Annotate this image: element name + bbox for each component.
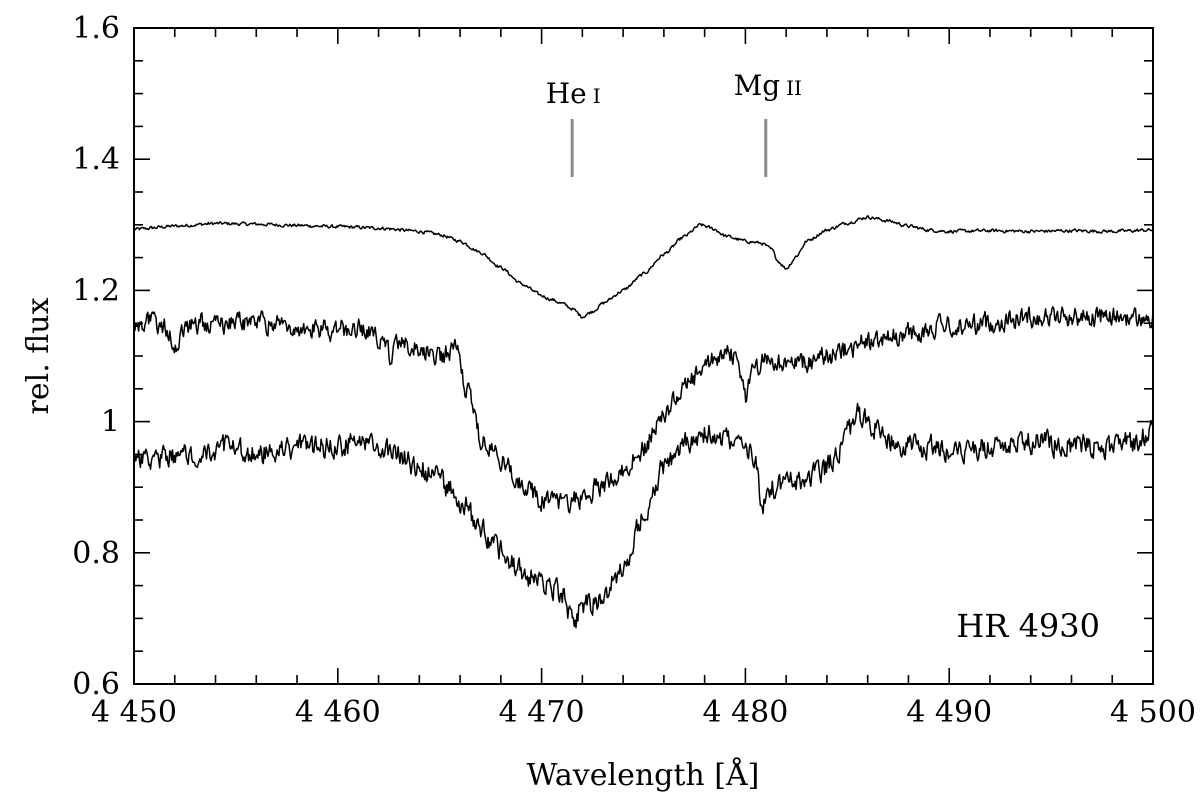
y-tick-labels: 0.6 0.8 1 1.2 1.4 1.6 [72,11,120,702]
axis-ticks [133,27,1154,685]
x-axis-label: Wavelength [Å] [527,757,760,793]
x-tick-label: 4 480 [702,695,788,730]
mg-ii-label: Mg II [734,69,802,102]
x-tick-label: 4 500 [1110,695,1196,730]
object-label: HR 4930 [956,607,1100,645]
y-tick-label: 1.2 [72,273,120,308]
x-tick-label: 4 470 [499,695,585,730]
x-tick-labels: 4 450 4 460 4 470 4 480 4 490 4 500 [91,695,1196,730]
spectrum-series-3 [133,402,1154,629]
y-tick-label: 1.6 [72,11,120,46]
plot-frame [133,27,1154,685]
x-tick-label: 4 460 [295,695,381,730]
y-axis-label: rel. flux [21,297,56,414]
spectrum-series-1 [133,214,1153,319]
spectrum-series-2 [133,306,1154,514]
spectra [133,214,1154,629]
he-i-label: He I [546,77,601,110]
line-markers [570,119,768,177]
y-tick-label: 0.8 [72,536,120,571]
x-tick-label: 4 490 [906,695,992,730]
y-tick-label: 1.4 [72,142,120,177]
y-tick-label: 0.6 [72,667,120,702]
x-tick-label: 4 450 [91,695,177,730]
y-tick-label: 1 [101,405,120,440]
